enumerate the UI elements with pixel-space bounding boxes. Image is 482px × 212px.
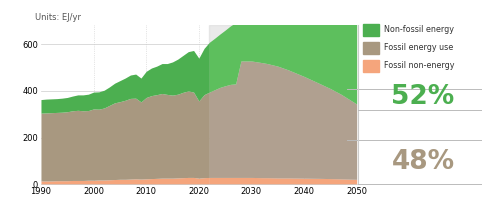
Bar [209, 25, 357, 184]
Text: Fossil energy use: Fossil energy use [384, 43, 453, 52]
Bar [363, 24, 379, 36]
Bar [363, 60, 379, 72]
Bar [363, 42, 379, 54]
Text: 52%: 52% [391, 84, 455, 110]
Text: Non-fossil energy: Non-fossil energy [384, 25, 454, 34]
Text: Fossil non-energy: Fossil non-energy [384, 61, 454, 70]
Text: Units: EJ/yr: Units: EJ/yr [35, 13, 80, 22]
Text: 48%: 48% [391, 149, 455, 175]
